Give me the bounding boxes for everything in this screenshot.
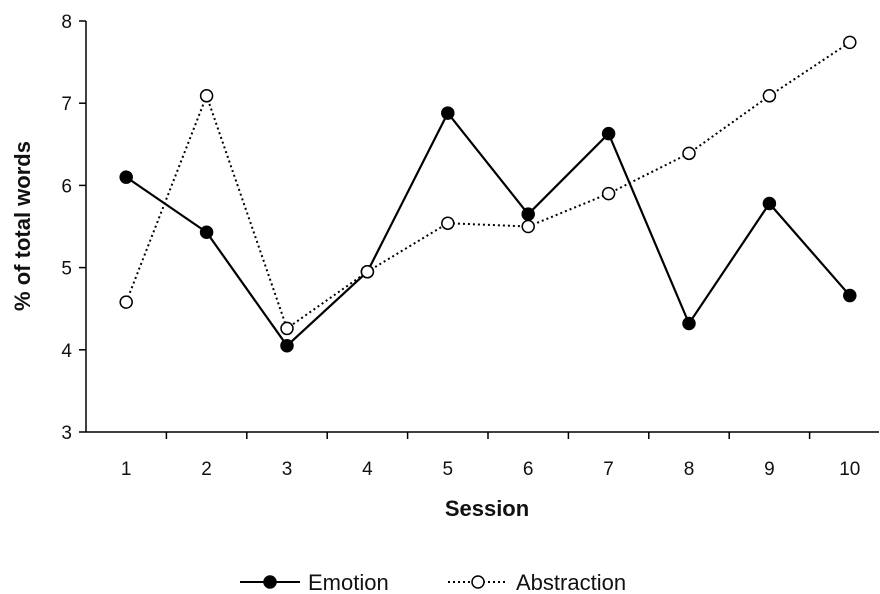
data-point-abstraction: [682, 146, 696, 161]
data-point-emotion: [762, 196, 777, 211]
legend-item-emotion: Emotion: [240, 570, 389, 594]
x-tick-label: 7: [603, 459, 614, 480]
legend-label-emotion: Emotion: [308, 570, 389, 594]
data-point-abstraction: [601, 186, 616, 201]
y-tick-label: 6: [61, 176, 72, 197]
data-point-abstraction: [762, 89, 777, 103]
axes: [85, 21, 879, 433]
x-tick-label: 5: [443, 459, 454, 480]
y-tick-label: 4: [61, 341, 72, 362]
x-tick-label: 3: [282, 459, 293, 480]
x-tick-label: 10: [839, 459, 860, 480]
series-emotion: [119, 106, 857, 353]
y-axis-ticks: 3 4 5 6 7 8: [61, 12, 86, 444]
y-tick-label: 8: [61, 12, 72, 33]
y-axis-title: % of total words: [10, 141, 35, 311]
y-tick-label: 3: [61, 423, 72, 444]
series-line-abstraction: [125, 41, 851, 331]
data-point-emotion: [441, 106, 455, 120]
data-point-abstraction: [521, 219, 535, 234]
series-abstraction: [119, 35, 857, 336]
legend-item-abstraction: Abstraction: [448, 570, 626, 594]
x-axis-ticks: 1 2 3 4 5 6 7 8 9 10: [121, 432, 860, 480]
x-axis-title: Session: [445, 496, 529, 521]
data-point-emotion: [843, 288, 857, 303]
x-tick-label: 8: [684, 459, 695, 480]
y-tick-label: 5: [61, 259, 72, 280]
x-tick-label: 1: [121, 459, 132, 480]
x-tick-label: 2: [201, 459, 212, 480]
legend-marker-emotion: [263, 575, 277, 589]
data-point-emotion: [682, 316, 696, 331]
data-point-abstraction: [843, 35, 857, 50]
data-point-emotion: [199, 225, 214, 240]
data-point-abstraction: [199, 89, 214, 103]
y-tick-label: 7: [61, 94, 72, 115]
legend-marker-abstraction: [471, 575, 485, 589]
x-tick-label: 4: [362, 459, 373, 480]
legend-label-abstraction: Abstraction: [516, 570, 626, 594]
data-point-abstraction: [441, 216, 455, 230]
series-layer: [119, 35, 857, 353]
data-point-emotion: [280, 338, 294, 353]
x-tick-label: 9: [764, 459, 775, 480]
data-point-abstraction: [280, 321, 294, 336]
data-point-emotion: [601, 126, 616, 141]
data-point-emotion: [521, 207, 535, 221]
data-point-abstraction: [360, 264, 375, 279]
legend: Emotion Abstraction: [240, 570, 626, 594]
series-line-emotion: [125, 111, 851, 348]
data-point-emotion: [119, 170, 133, 184]
x-tick-label: 6: [523, 459, 534, 480]
data-point-abstraction: [119, 295, 133, 309]
